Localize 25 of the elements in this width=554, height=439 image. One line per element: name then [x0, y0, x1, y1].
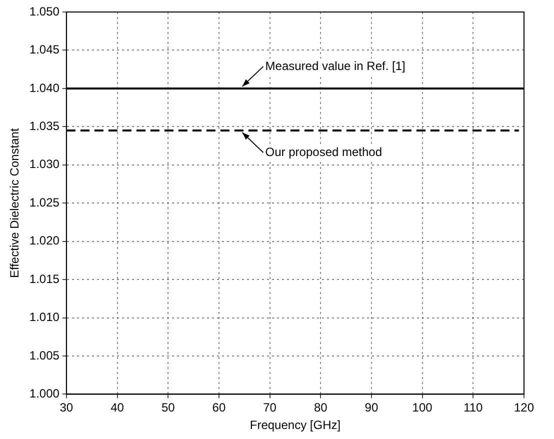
x-tick-label: 80: [314, 400, 328, 415]
annotation: Our proposed method: [265, 144, 382, 159]
x-tick-label: 40: [110, 400, 124, 415]
x-tick-label: 100: [412, 400, 433, 415]
x-tick-label: 60: [212, 400, 226, 415]
y-tick-label: 1.000: [29, 386, 60, 401]
x-tick-label: 120: [514, 400, 534, 415]
x-tick-label: 70: [263, 400, 277, 415]
y-tick-label: 1.035: [29, 118, 60, 133]
x-tick-label: 30: [60, 400, 74, 415]
x-axis-title: Frequency [GHz]: [250, 418, 341, 432]
x-tick-label: 90: [364, 400, 378, 415]
y-tick-label: 1.020: [29, 234, 60, 248]
y-tick-label: 1.050: [29, 4, 60, 18]
y-tick-label: 1.010: [29, 310, 60, 324]
y-tick-label: 1.030: [29, 157, 60, 172]
y-axis-title: Effective Dielectric Constant: [8, 128, 22, 278]
y-tick-label: 1.015: [29, 272, 60, 286]
x-tick-label: 50: [161, 400, 176, 415]
y-tick-label: 1.025: [29, 195, 60, 210]
y-tick-label: 1.045: [29, 42, 60, 57]
y-tick-label: 1.005: [29, 348, 60, 362]
annotation: Measured value in Ref. [1]: [265, 58, 406, 73]
x-tick-label: 110: [464, 400, 484, 415]
y-tick-label: 1.040: [29, 80, 60, 95]
